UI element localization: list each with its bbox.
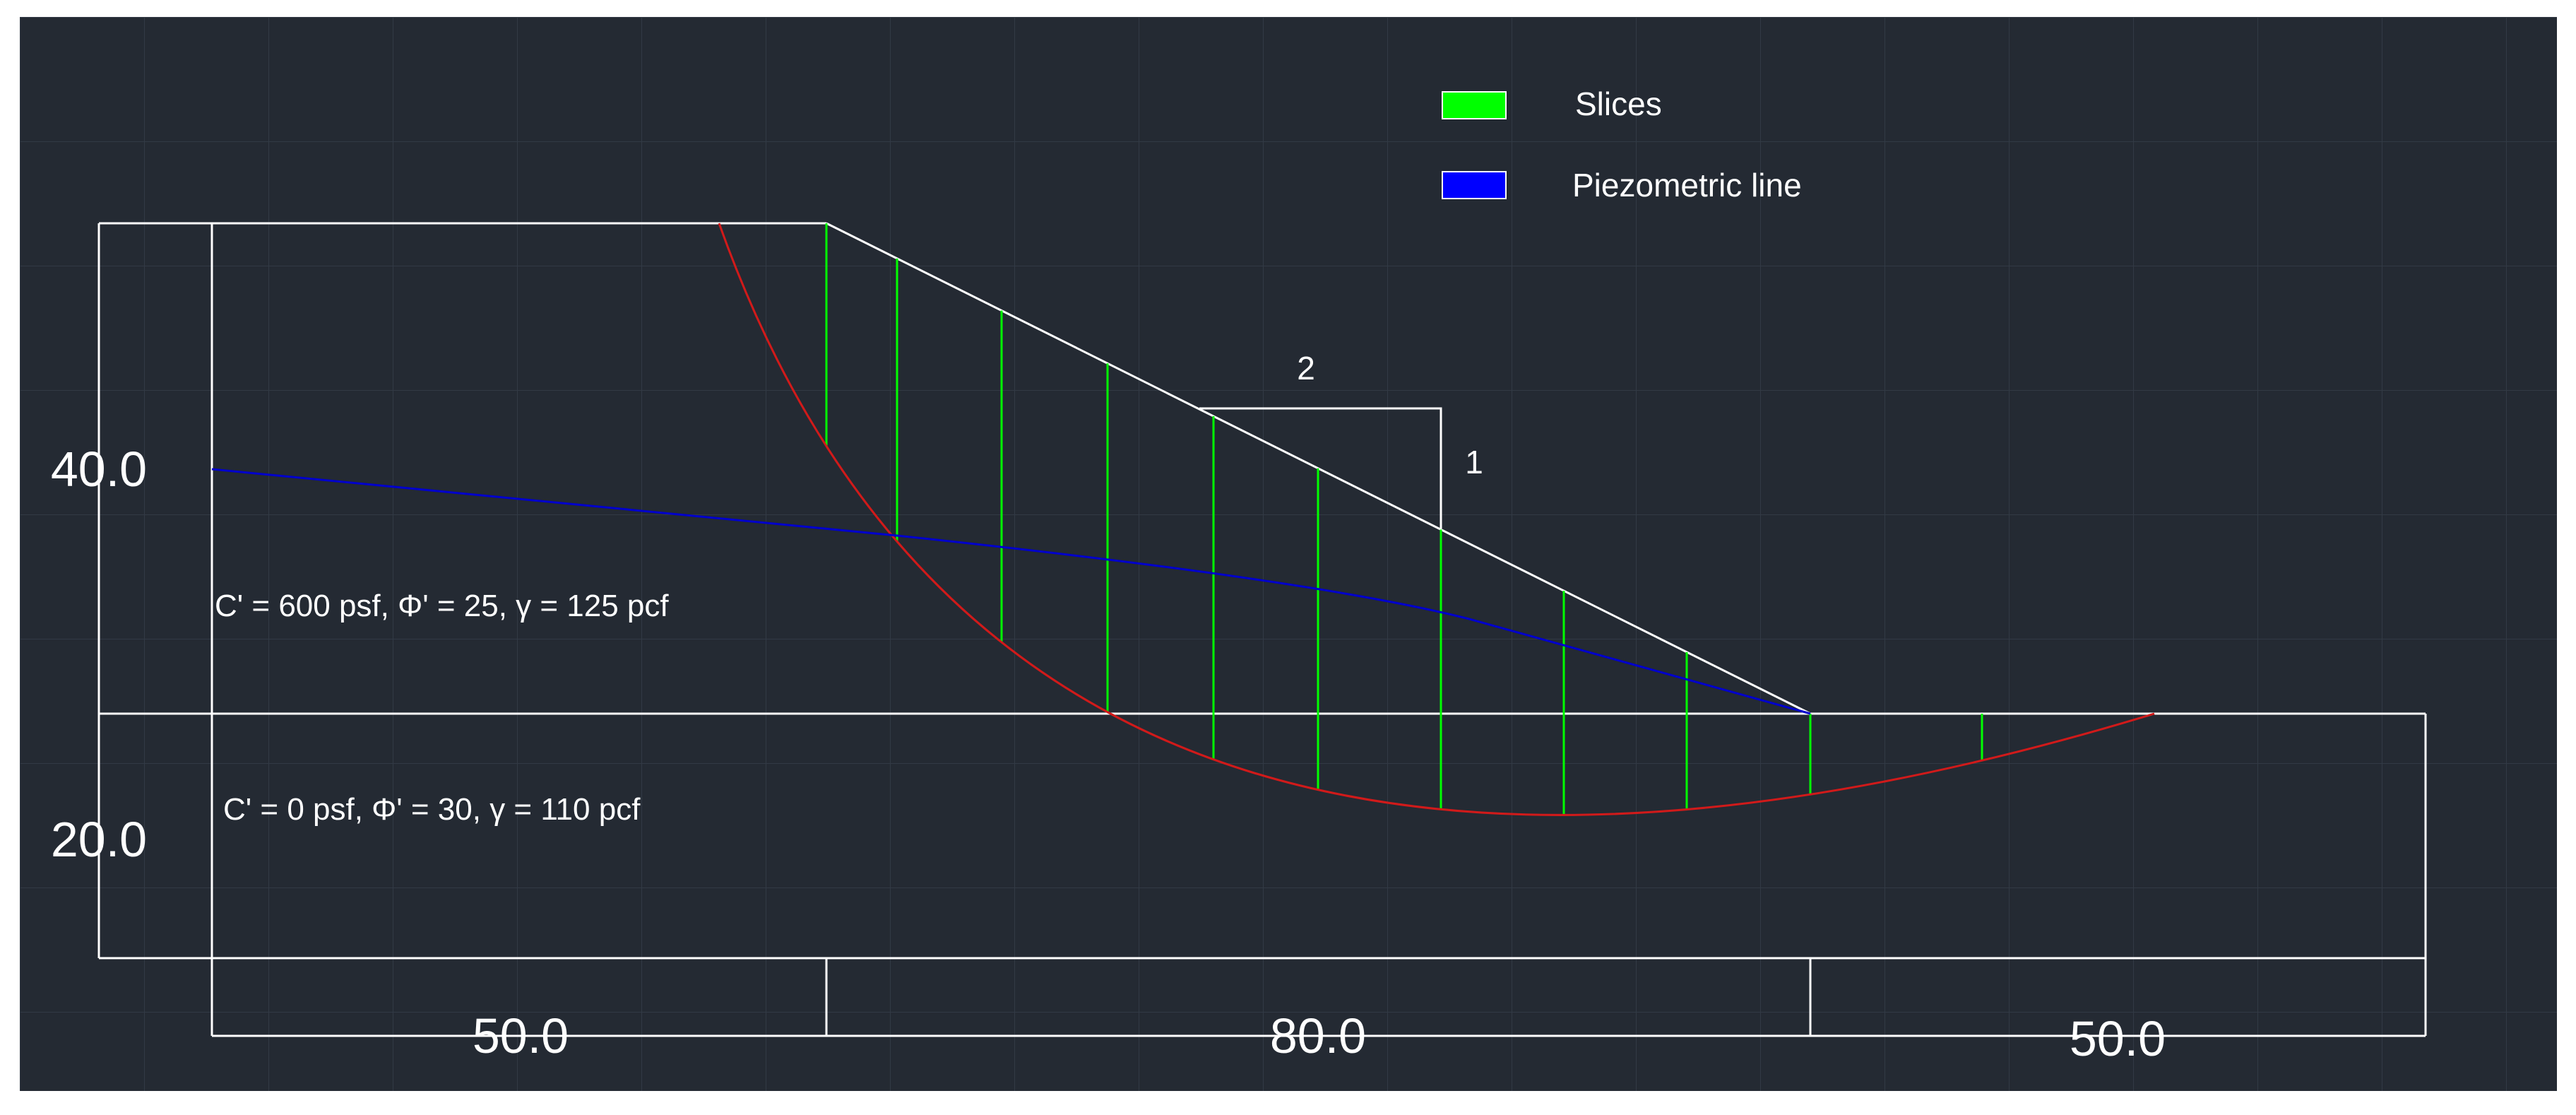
- dim-slope-width: 80.0: [1270, 1008, 1366, 1063]
- legend: Slices Piezometric line: [1442, 85, 1802, 203]
- legend-piezometric-label: Piezometric line: [1572, 167, 1802, 203]
- upper-layer-properties: C' = 600 psf, Φ' = 25, γ = 125 pcf: [215, 589, 669, 623]
- dim-upper-height: 40.0: [51, 442, 147, 497]
- dim-right-width: 50.0: [2070, 1011, 2166, 1066]
- slope-ratio-triangle: [1199, 407, 1442, 529]
- legend-slices-swatch: [1442, 91, 1507, 119]
- dim-left-width: 50.0: [473, 1008, 569, 1063]
- grid: [20, 17, 2557, 1091]
- ratio-vertical-label: 1: [1465, 444, 1483, 480]
- slices-group: [825, 223, 1983, 815]
- ratio-bracket: [1199, 407, 1442, 529]
- lower-layer-properties: C' = 0 psf, Φ' = 30, γ = 110 pcf: [223, 792, 641, 827]
- failure-surface-arc: [718, 223, 2155, 816]
- piezometric-line: [211, 468, 1811, 715]
- legend-slices-label: Slices: [1575, 85, 1662, 122]
- legend-piezometric-swatch: [1442, 171, 1507, 199]
- dimension-lines: [212, 958, 2427, 1037]
- ratio-horizontal-label: 2: [1297, 350, 1315, 387]
- dim-lower-height: 20.0: [51, 812, 147, 867]
